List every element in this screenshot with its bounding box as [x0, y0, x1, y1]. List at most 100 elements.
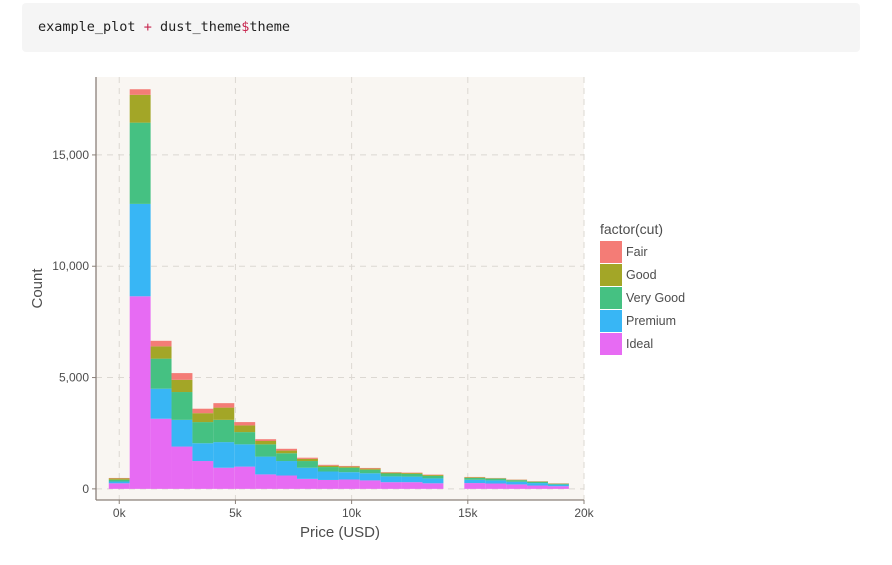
legend-key-premium: [600, 310, 622, 332]
y-tick-label: 0: [82, 482, 89, 496]
bar-segment-fair: [276, 448, 298, 451]
bar-segment-fair: [255, 439, 277, 442]
bar-segment-premium: [338, 472, 360, 480]
bar-segment-premium: [422, 478, 444, 484]
legend-label-premium: Premium: [626, 314, 676, 328]
bar-segment-good: [192, 413, 214, 423]
code-member: theme: [249, 19, 291, 35]
bar-segment-good: [297, 458, 318, 462]
code-theme-object: dust_theme: [159, 19, 242, 35]
code-line: example_plot + dust_theme$theme: [38, 19, 290, 35]
bar-segment-premium: [359, 473, 381, 481]
bar-segment-premium: [255, 456, 277, 475]
bar-segment-very-good: [380, 473, 402, 477]
bar-segment-fair: [129, 89, 151, 95]
y-tick-label: 10,000: [52, 259, 89, 273]
x-tick-label: 0k: [113, 506, 127, 520]
bar-segment-good: [338, 466, 360, 468]
bar-segment-fair: [192, 408, 214, 414]
legend: factor(cut) Fair Good Very Good Premium Idea…: [600, 221, 685, 355]
legend-key-very-good: [600, 287, 622, 309]
bar-segment-very-good: [150, 358, 172, 389]
axes: [95, 77, 584, 501]
bar-segment-very-good: [527, 481, 548, 484]
bar-segment-premium: [485, 480, 507, 484]
bar-segment-very-good: [213, 419, 235, 443]
bar-segment-very-good: [485, 478, 507, 481]
bar-segment-very-good: [401, 473, 423, 477]
bar-segment-premium: [213, 442, 235, 468]
bar-segment-fair: [213, 403, 235, 408]
bar-segment-premium: [506, 481, 528, 485]
bar-segment-premium: [401, 476, 423, 483]
bar-segment-premium: [297, 467, 318, 479]
legend-key-fair: [600, 241, 622, 263]
bar-segment-good: [150, 346, 172, 359]
bar-segment-ideal: [108, 483, 130, 489]
bar-segment-good: [129, 94, 151, 123]
bar-segment-good: [464, 477, 486, 478]
bar-segment-premium: [171, 419, 193, 447]
bar-segment-premium: [464, 479, 486, 484]
bar-segment-ideal: [213, 467, 235, 489]
bar-segment-premium: [380, 476, 402, 483]
code-block: example_plot + dust_theme$theme: [22, 3, 860, 52]
bar-segment-very-good: [234, 432, 256, 445]
y-axis-ticks: 0 5,000 10,000 15,000: [52, 148, 96, 496]
bar-segment-good: [276, 450, 298, 454]
y-axis-title: Count: [29, 268, 46, 309]
bar-segment-ideal: [129, 296, 151, 489]
legend-label-very-good: Very Good: [626, 291, 685, 305]
bar-segment-very-good: [192, 422, 214, 444]
x-tick-label: 10k: [342, 506, 362, 520]
bar-segment-fair: [234, 422, 256, 426]
bar-segment-very-good: [422, 475, 444, 479]
bar-segment-good: [171, 379, 193, 393]
bar-segment-good: [422, 475, 444, 476]
bar-segment-ideal: [338, 479, 360, 489]
code-operator: +: [143, 19, 152, 35]
x-tick-label: 5k: [229, 506, 243, 520]
bar-segment-very-good: [359, 469, 381, 474]
bar-segment-premium: [129, 203, 151, 297]
bar-segment-good: [380, 472, 402, 474]
bar-segment-ideal: [485, 483, 507, 489]
x-tick-label: 20k: [574, 506, 594, 520]
bar-segment-fair: [171, 373, 193, 380]
legend-key-ideal: [600, 333, 622, 355]
bar-segment-very-good: [297, 461, 318, 468]
bar-segment-very-good: [171, 392, 193, 420]
bar-segment-ideal: [547, 486, 569, 489]
legend-label-fair: Fair: [626, 245, 648, 259]
bar-segment-good: [108, 478, 130, 480]
bar-segment-very-good: [108, 479, 130, 482]
bar-segment-good: [213, 407, 235, 420]
bar-segment-premium: [547, 484, 569, 487]
bar-segment-fair: [297, 457, 318, 459]
bar-segment-good: [234, 425, 256, 433]
bar-segment-ideal: [150, 418, 172, 489]
bar-segment-ideal: [276, 475, 298, 489]
bar-segment-good: [359, 468, 381, 470]
bar-segment-ideal: [464, 483, 486, 489]
bar-segment-very-good: [129, 122, 151, 204]
bar-segment-ideal: [171, 446, 193, 489]
bar-segment-ideal: [192, 461, 214, 489]
bar-segment-ideal: [297, 478, 318, 489]
bar-segment-good: [317, 465, 339, 468]
x-tick-label: 15k: [458, 506, 478, 520]
bar-segment-ideal: [401, 482, 423, 489]
bar-segment-premium: [108, 481, 130, 484]
bar-segment-very-good: [276, 453, 298, 462]
bar-segment-ideal: [527, 485, 548, 489]
bar-segment-good: [401, 473, 423, 474]
code-accessor: $: [241, 19, 250, 35]
bar-segment-fair: [150, 340, 172, 347]
y-tick-label: 5,000: [59, 371, 89, 385]
bar-segment-fair: [317, 464, 339, 466]
bar-segment-ideal: [422, 483, 444, 489]
code-object: example_plot: [38, 19, 136, 35]
bar-segment-premium: [317, 471, 339, 480]
legend-label-good: Good: [626, 268, 657, 282]
